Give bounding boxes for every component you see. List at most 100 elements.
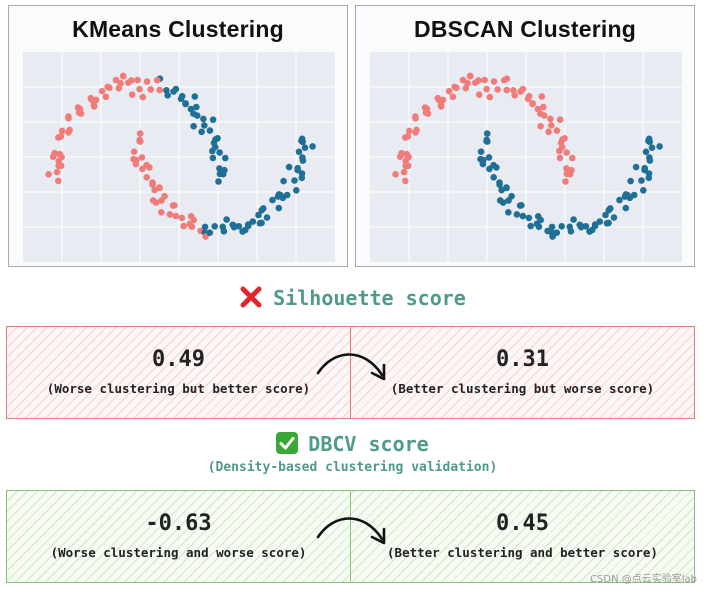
cluster-point-blue [558,223,565,230]
cluster-point-red [146,164,153,171]
kmeans-panel: KMeans Clustering [8,5,348,267]
cluster-point-blue [642,148,650,156]
cluster-point-red [66,126,73,134]
cluster-point-red [402,134,409,141]
dbcv-divider [350,491,351,582]
cluster-point-blue [293,187,300,194]
cluster-point-red [486,93,494,101]
cluster-point-blue [484,138,491,145]
cluster-point-blue [622,204,630,212]
cluster-point-blue [279,194,287,202]
cluster-point-blue [499,199,507,206]
cluster-point-blue [244,222,252,230]
cluster-point-blue [291,177,298,184]
cluster-point-blue [285,163,293,171]
cluster-point-red [115,84,123,92]
cluster-point-red [434,94,442,102]
cluster-point-blue [570,216,577,223]
dbscan-panel: DBSCAN Clustering [355,5,695,267]
dbcv-dbscan-note: (Better clustering and better score) [387,545,658,560]
cluster-point-red [151,186,158,194]
cluster-point-red [534,105,542,113]
silhouette-dbscan-note: (Better clustering but worse score) [390,381,655,396]
cluster-point-blue [486,165,493,173]
cluster-point-red [545,128,552,136]
cluster-point-red [65,115,72,122]
cluster-point-blue [525,214,533,222]
cluster-point-red [178,214,186,222]
cluster-point-red [568,166,575,174]
cluster-point-red [188,223,196,230]
cluster-point-blue [223,216,230,223]
cluster-point-red [556,147,563,155]
cluster-point-blue [170,88,177,95]
cluster-point-blue [607,205,614,212]
cluster-point-red [152,199,160,206]
cluster-point-blue [211,223,218,230]
cluster-point-red [537,122,544,130]
cluster-point-blue [190,122,197,130]
cluster-point-blue [249,218,257,225]
cluster-point-red [119,72,127,80]
cluster-point-red [161,192,168,200]
cluster-point-red [413,126,420,134]
cluster-point-red [171,202,178,209]
cluster-point-blue [648,144,656,151]
cluster-point-blue [535,223,543,230]
cluster-point-red [490,78,498,85]
cluster-point-blue [209,116,217,123]
cluster-point-red [481,76,488,84]
cluster-point-red [55,134,62,141]
cluster-point-blue [299,138,307,146]
cluster-point-blue [299,157,307,164]
cluster-point-blue [513,211,521,218]
cluster-point-blue [602,211,609,219]
cluster-point-blue [549,233,556,240]
cluster-point-blue [477,148,485,155]
cluster-point-blue [505,209,512,216]
cluster-point-red [49,153,57,160]
cluster-point-blue [216,149,223,156]
cluster-point-blue [490,174,497,181]
cluster-point-blue [656,143,663,150]
cluster-point-blue [198,128,205,136]
cluster-point-red [500,76,508,84]
cluster-point-blue [483,130,491,137]
cluster-point-blue [221,166,228,174]
silhouette-score-box: 0.49 (Worse clustering but better score)… [6,326,695,419]
cluster-point-blue [295,148,303,156]
cluster-point-blue [527,222,534,230]
cluster-point-red [158,209,165,216]
cluster-point-red [396,153,404,160]
cluster-point-blue [219,223,226,231]
cluster-point-red [553,127,561,134]
cross-mark-icon [239,285,263,314]
cluster-point-red [87,94,95,102]
cluster-point-blue [275,204,283,212]
cluster-point-red [400,168,408,176]
cluster-point-red [453,84,460,92]
cluster-point-red [511,92,518,99]
kmeans-scatter-plot [23,52,335,262]
silhouette-kmeans-value: 0.49 [152,347,205,372]
cluster-point-red [405,127,413,135]
cluster-point-red [569,154,576,162]
cluster-point-red [90,101,98,109]
cluster-point-blue [640,187,647,194]
cluster-point-red [556,154,564,162]
cluster-point-blue [212,136,219,143]
cluster-point-red [58,127,66,135]
cluster-point-blue [498,186,505,194]
cluster-point-blue [646,138,653,146]
cluster-point-red [102,93,110,101]
cluster-point-blue [485,154,493,161]
cluster-point-red [57,162,65,170]
cluster-point-red [424,110,432,117]
cluster-point-blue [553,229,561,236]
cluster-point-blue [566,223,573,231]
cluster-point-blue [260,205,267,212]
cluster-point-red [494,86,501,93]
cluster-point-red [475,77,482,84]
cluster-point-blue [200,115,207,123]
cluster-point-blue [235,223,243,230]
